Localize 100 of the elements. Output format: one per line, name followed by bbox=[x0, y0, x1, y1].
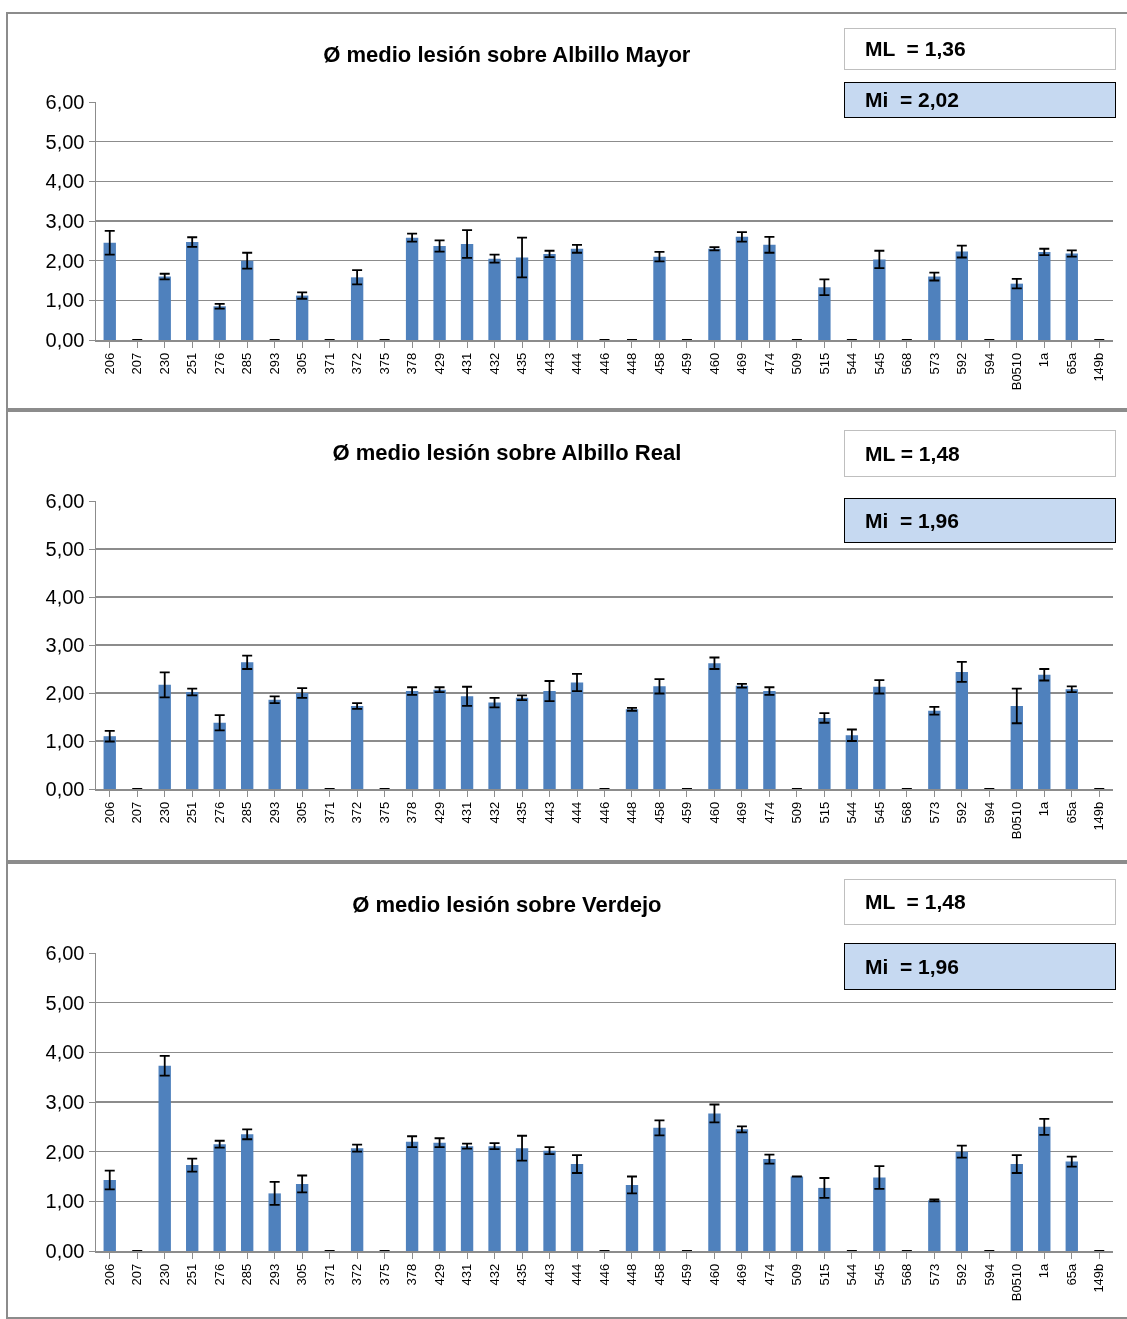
x-tick-label: 378 bbox=[404, 352, 420, 375]
y-tick-label: 3,00 bbox=[45, 1091, 85, 1113]
x-tick-label: 372 bbox=[349, 801, 365, 824]
x-tick-label: 545 bbox=[871, 352, 887, 375]
x-tick-label: 443 bbox=[541, 1263, 557, 1286]
x-tick-label: 474 bbox=[761, 352, 777, 375]
y-tick-label: 6,00 bbox=[45, 91, 85, 113]
x-tick-label: 431 bbox=[459, 1263, 475, 1286]
chart-title: Ø medio lesión sobre Albillo Real bbox=[332, 439, 682, 465]
x-tick-label: 230 bbox=[156, 1263, 172, 1286]
x-tick-label: 149b bbox=[1091, 352, 1107, 382]
x-tick-label: 515 bbox=[816, 801, 832, 824]
text-box: ML = 1,36 bbox=[844, 28, 1116, 70]
x-tick-label: 1a bbox=[1036, 1262, 1052, 1279]
x-tick-label: 435 bbox=[514, 801, 530, 824]
x-tick-label: 444 bbox=[569, 352, 585, 375]
x-tick-label: 444 bbox=[569, 801, 585, 824]
x-tick-label: 1a bbox=[1036, 800, 1052, 817]
y-tick-label: 4,00 bbox=[45, 1041, 85, 1064]
y-tick-label: 1,00 bbox=[45, 289, 85, 312]
x-tick-label: 544 bbox=[844, 801, 860, 824]
text-box: Mi = 1,96 bbox=[844, 498, 1116, 543]
x-tick-label: 371 bbox=[321, 1263, 337, 1286]
x-tick-label: 207 bbox=[129, 1263, 145, 1286]
y-tick-label: 5,00 bbox=[45, 991, 85, 1014]
x-tick-label: 251 bbox=[184, 801, 200, 824]
x-tick-label: 446 bbox=[596, 352, 612, 375]
x-tick-label: 545 bbox=[871, 801, 887, 824]
x-tick-label: 431 bbox=[459, 352, 475, 375]
x-tick-label: 448 bbox=[624, 1263, 640, 1286]
x-tick-label: 429 bbox=[431, 1263, 447, 1286]
x-tick-label: 305 bbox=[294, 352, 310, 375]
y-tick-label: 2,00 bbox=[45, 249, 85, 272]
y-tick-label: 2,00 bbox=[45, 1140, 85, 1163]
x-tick-label: 230 bbox=[156, 801, 172, 824]
x-tick-label: 1a bbox=[1036, 351, 1052, 368]
x-tick-label: 429 bbox=[431, 352, 447, 375]
x-tick-label: 459 bbox=[679, 1263, 695, 1286]
x-tick-label: B0510 bbox=[1009, 352, 1025, 391]
x-tick-label: 568 bbox=[899, 1263, 915, 1286]
y-tick-label: 1,00 bbox=[45, 730, 85, 752]
x-tick-label: 207 bbox=[129, 801, 145, 824]
x-tick-label: 458 bbox=[651, 352, 667, 375]
x-tick-label: 431 bbox=[459, 801, 475, 824]
x-tick-label: 594 bbox=[981, 352, 997, 375]
x-tick-label: 443 bbox=[541, 801, 557, 824]
x-tick-label: 460 bbox=[706, 352, 722, 375]
x-tick-label: 515 bbox=[816, 1263, 832, 1286]
x-tick-label: 371 bbox=[321, 801, 337, 824]
y-tick-label: 5,00 bbox=[45, 538, 85, 560]
x-tick-label: 544 bbox=[844, 352, 860, 375]
x-tick-label: 458 bbox=[651, 801, 667, 824]
x-tick-label: 149b bbox=[1091, 801, 1107, 831]
x-tick-label: 230 bbox=[156, 352, 172, 375]
x-tick-label: 443 bbox=[541, 352, 557, 375]
x-tick-label: 206 bbox=[101, 801, 117, 824]
x-tick-label: 251 bbox=[184, 1263, 200, 1286]
x-tick-label: 276 bbox=[211, 801, 227, 824]
y-tick-label: 0,00 bbox=[45, 329, 85, 351]
y-tick-label: 1,00 bbox=[45, 1190, 85, 1213]
x-tick-label: 460 bbox=[706, 801, 722, 824]
x-tick-label: 459 bbox=[679, 801, 695, 824]
x-tick-label: 372 bbox=[349, 1263, 365, 1286]
x-tick-label: 594 bbox=[981, 1263, 997, 1286]
x-tick-label: 371 bbox=[321, 352, 337, 375]
x-tick-label: 594 bbox=[981, 801, 997, 824]
x-tick-label: 444 bbox=[569, 1263, 585, 1286]
chart-title: Ø medio lesión sobre Verdejo bbox=[352, 891, 662, 917]
y-tick-label: 2,00 bbox=[45, 682, 85, 704]
x-tick-label: 206 bbox=[101, 352, 117, 375]
x-tick-label: 375 bbox=[376, 801, 392, 824]
x-tick-label: 293 bbox=[266, 801, 282, 824]
x-tick-label: 474 bbox=[761, 801, 777, 824]
x-tick-label: 276 bbox=[211, 1263, 227, 1286]
x-tick-label: 592 bbox=[954, 352, 970, 375]
x-tick-label: 65a bbox=[1063, 351, 1079, 375]
x-tick-label: 568 bbox=[899, 352, 915, 375]
x-tick-label: 432 bbox=[486, 352, 502, 375]
x-tick-label: 515 bbox=[816, 352, 832, 375]
x-tick-label: 435 bbox=[514, 352, 530, 375]
x-tick-label: 458 bbox=[651, 1263, 667, 1286]
x-tick-label: 545 bbox=[871, 1263, 887, 1286]
x-tick-label: 448 bbox=[624, 801, 640, 824]
y-tick-label: 3,00 bbox=[45, 210, 85, 232]
x-tick-label: 293 bbox=[266, 352, 282, 375]
x-tick-label: 375 bbox=[376, 352, 392, 375]
x-tick-label: 65a bbox=[1063, 800, 1079, 824]
x-tick-label: 568 bbox=[899, 801, 915, 824]
x-tick-label: 207 bbox=[129, 352, 145, 375]
text-box: ML = 1,48 bbox=[844, 879, 1116, 925]
x-tick-label: 460 bbox=[706, 1263, 722, 1286]
x-tick-label: B0510 bbox=[1009, 801, 1025, 840]
y-tick-label: 4,00 bbox=[45, 170, 85, 193]
y-tick-label: 6,00 bbox=[45, 490, 85, 512]
x-tick-label: 375 bbox=[376, 1263, 392, 1286]
text-box: ML = 1,48 bbox=[844, 430, 1116, 477]
x-tick-label: 305 bbox=[294, 1263, 310, 1286]
x-tick-label: 149b bbox=[1091, 1263, 1107, 1293]
x-tick-label: 592 bbox=[954, 801, 970, 824]
x-tick-label: 435 bbox=[514, 1263, 530, 1286]
